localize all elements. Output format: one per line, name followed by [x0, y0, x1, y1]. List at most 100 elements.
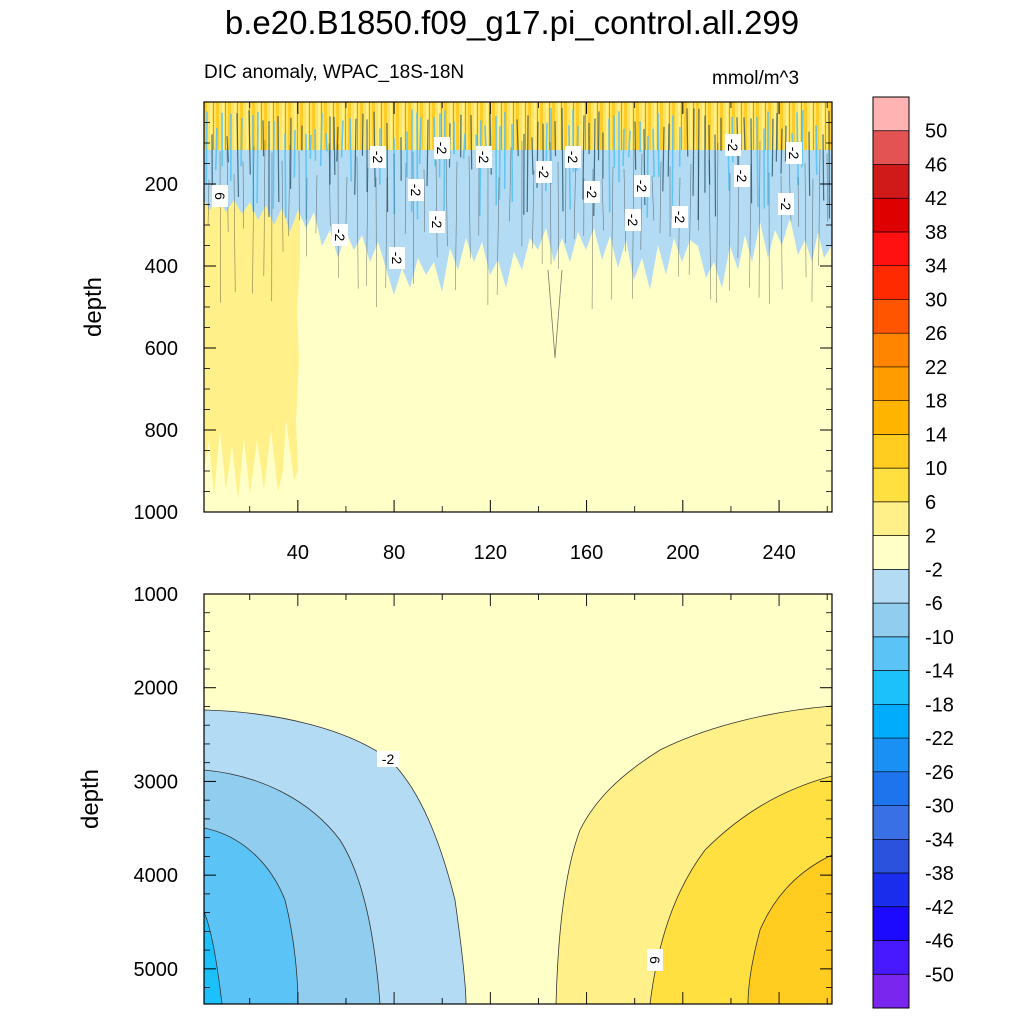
colorbar-swatch — [873, 974, 909, 1009]
colorbar-swatch — [873, 805, 909, 840]
upper-streak-line — [319, 113, 323, 167]
upper-streak-line — [692, 108, 695, 196]
upper-thin-contour — [207, 179, 210, 226]
upper-streak-line — [750, 118, 753, 204]
upper-streak-line — [667, 123, 670, 177]
upper-x-tick-label: 200 — [666, 542, 699, 564]
colorbar-swatch — [873, 265, 909, 300]
colorbar-label: 18 — [925, 391, 947, 413]
upper-thin-contour — [455, 161, 458, 291]
upper-x-tick-label: 240 — [762, 542, 795, 564]
colorbar-swatch — [873, 670, 909, 705]
upper-streak-line — [815, 125, 818, 175]
upper-thin-contour — [557, 161, 560, 269]
colorbar-label: 2 — [925, 526, 936, 548]
colorbar-label: -2 — [925, 559, 943, 581]
colorbar-swatch — [873, 333, 909, 368]
upper-contour-label: -2 — [778, 193, 794, 215]
colorbar-label: 50 — [925, 121, 947, 143]
upper-streak-line — [333, 116, 336, 175]
upper-streak-line — [634, 121, 637, 170]
upper-streak-line — [756, 116, 759, 208]
colorbar-label: 10 — [925, 458, 947, 480]
upper-streak-line — [262, 120, 265, 157]
upper-contour-label: -2 — [565, 146, 581, 168]
colorbar-label: -38 — [925, 863, 954, 885]
upper-streak-line — [478, 120, 482, 217]
upper-thin-contour — [366, 167, 369, 286]
colorbar-label: 42 — [925, 188, 947, 210]
lower-y-axis-title: depth — [77, 769, 104, 829]
upper-streak-line — [293, 130, 296, 178]
upper-contour-label-text: -2 — [476, 151, 492, 164]
upper-contour-label-text: -2 — [778, 198, 794, 211]
upper-thin-contour — [749, 164, 752, 288]
upper-streak-line — [226, 136, 230, 163]
upper-contour-label: -2 — [786, 142, 802, 164]
upper-streak-line — [597, 111, 600, 161]
upper-y-tick-label: 200 — [145, 174, 178, 196]
upper-x-tick-label: 80 — [383, 542, 405, 564]
upper-streak-line — [336, 126, 339, 162]
colorbar-label: -34 — [925, 829, 954, 851]
upper-contour-label: -2 — [408, 179, 424, 201]
upper-panel: 6 -2 -2 -2 -2 -2 -2 -2 -2 -2 -2 -2 -2 -2 -2 -2 -2 -2 — [204, 102, 832, 512]
colorbar-swatch — [873, 636, 909, 671]
upper-streak-line — [686, 108, 689, 157]
upper-thin-contour — [233, 173, 236, 293]
upper-blue-band — [204, 150, 832, 295]
upper-streak-line — [284, 133, 287, 218]
lower-contour-label-text: 6 — [647, 956, 663, 964]
upper-thin-contour — [281, 160, 284, 252]
upper-contour-label-text: -2 — [625, 214, 641, 227]
upper-contour-label: -2 — [584, 181, 600, 203]
upper-streak-line — [349, 118, 353, 182]
upper-streak-line — [801, 109, 804, 168]
upper-contour-label-text: 6 — [212, 192, 228, 200]
upper-contour-label: -2 — [672, 206, 688, 228]
upper-thin-contour — [659, 161, 662, 234]
upper-streak-line — [309, 134, 312, 159]
colorbar-swatch — [873, 940, 909, 975]
upper-thin-contour — [328, 143, 331, 227]
colorbar-swatch — [873, 603, 909, 638]
upper-y-tick-label: 1000 — [134, 502, 179, 524]
upper-thin-contour — [818, 148, 821, 266]
colorbar-swatch — [873, 164, 909, 199]
upper-deep-spike — [547, 269, 563, 359]
upper-contour-label: -2 — [332, 224, 348, 246]
upper-thin-contour — [315, 174, 318, 234]
upper-streak-line — [236, 113, 240, 198]
upper-y-axis-title: depth — [80, 277, 107, 337]
colorbar-frame — [872, 96, 910, 1009]
upper-thin-contour — [263, 140, 266, 276]
upper-thin-contour — [423, 169, 426, 233]
upper-contour-label: -2 — [389, 247, 405, 269]
colorbar-label: 46 — [925, 154, 947, 176]
upper-contour-label-text: -2 — [370, 151, 386, 164]
upper-x-tick-label: 40 — [287, 542, 309, 564]
upper-streak-line — [743, 117, 746, 151]
upper-streak-line — [354, 118, 357, 195]
upper-thin-contour — [601, 179, 604, 231]
upper-streak-line — [531, 137, 534, 175]
colorbar-label: 34 — [925, 256, 947, 278]
upper-contour-label-text: -2 — [786, 147, 802, 160]
upper-streak-line — [256, 112, 259, 204]
colorbar-swatch — [873, 231, 909, 267]
colorbar-label: -10 — [925, 627, 954, 649]
upper-thin-contour — [708, 159, 712, 300]
colorbar-label: 26 — [925, 323, 947, 345]
upper-streak-line — [325, 132, 328, 152]
units-label: mmol/m^3 — [712, 68, 800, 89]
upper-y-tick-label: 800 — [145, 420, 178, 442]
upper-contour-label-text: -2 — [332, 229, 348, 242]
lower-contour-minus10 — [204, 827, 299, 1004]
colorbar-label: -46 — [925, 931, 954, 953]
upper-thin-contour — [758, 140, 761, 298]
colorbar-swatch — [873, 704, 909, 739]
lower-y-tick-label: 1000 — [134, 584, 179, 606]
upper-streak-line — [386, 122, 389, 213]
upper-thin-contour — [404, 162, 407, 235]
